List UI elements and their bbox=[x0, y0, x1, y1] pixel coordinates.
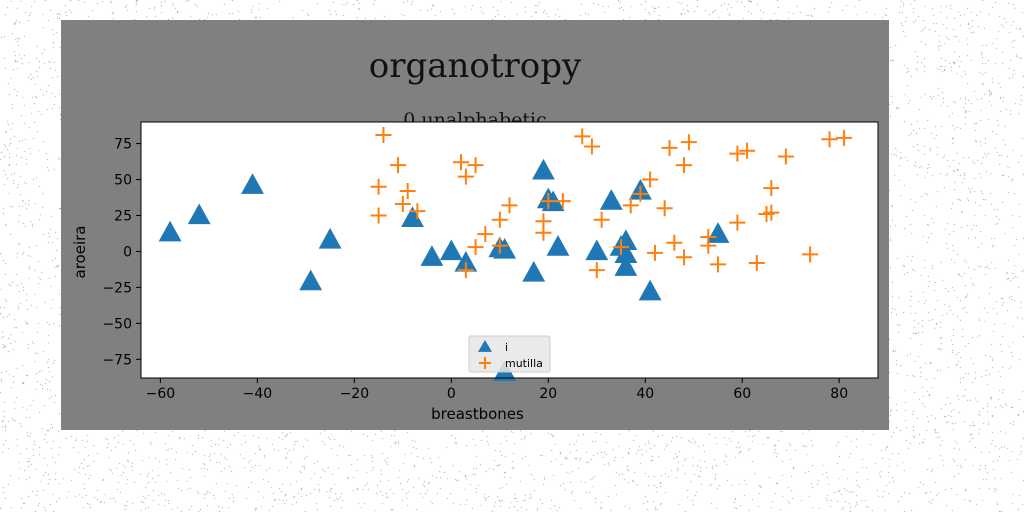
y-tick-label: −25 bbox=[102, 280, 132, 296]
x-tick-label: −40 bbox=[243, 386, 273, 402]
x-tick-label: 20 bbox=[539, 386, 557, 402]
y-tick-label: −75 bbox=[102, 352, 132, 368]
legend-label-0: i bbox=[505, 341, 508, 354]
y-tick-label: 25 bbox=[114, 208, 132, 224]
x-tick-label: 0 bbox=[447, 386, 456, 402]
y-tick-label: 50 bbox=[114, 173, 132, 189]
x-axis-label: breastbones bbox=[431, 405, 524, 423]
y-tick-label: 0 bbox=[123, 244, 132, 260]
scatter-chart: −60 −40 −20 0 20 40 60 80 75 50 25 0 −25 −50 −75 breast… bbox=[61, 20, 889, 430]
y-tick-label: 75 bbox=[114, 137, 132, 153]
x-tick-label: 60 bbox=[733, 386, 751, 402]
legend-label-1: mutilla bbox=[505, 357, 543, 370]
x-tick-label: −20 bbox=[340, 386, 370, 402]
y-tick-label: −50 bbox=[102, 316, 132, 332]
x-tick-label: 80 bbox=[830, 386, 848, 402]
x-tick-label: −60 bbox=[146, 386, 176, 402]
figure-panel: organotropy 0 unalphabetic −60 −40 −20 0 20 4… bbox=[61, 20, 889, 430]
x-tick-label: 40 bbox=[636, 386, 654, 402]
y-axis-label: aroeira bbox=[71, 226, 89, 279]
